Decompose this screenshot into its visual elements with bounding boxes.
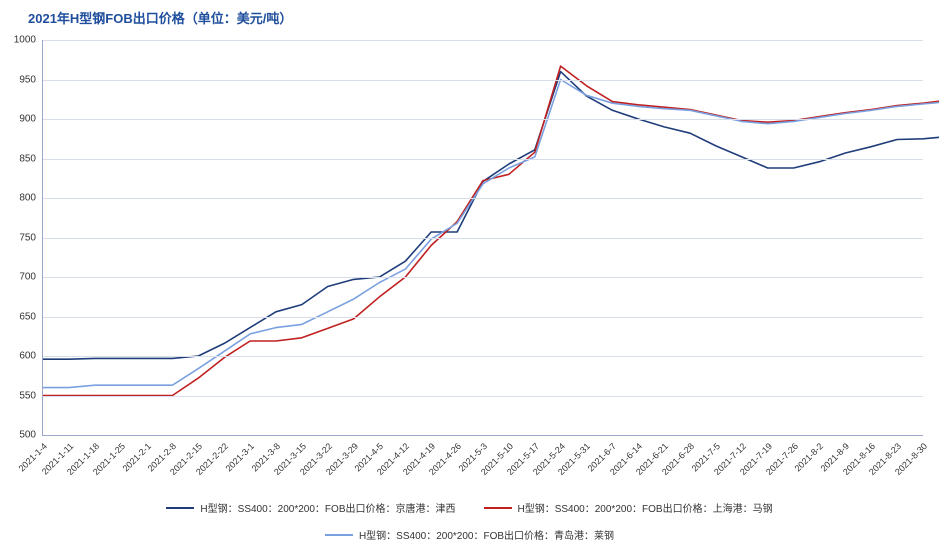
y-tick-label: 850 — [0, 153, 36, 164]
grid-line — [43, 396, 923, 397]
chart-title: 2021年H型钢FOB出口价格（单位：美元/吨） — [28, 8, 292, 27]
grid-line — [43, 317, 923, 318]
grid-line — [43, 356, 923, 357]
y-tick-label: 650 — [0, 311, 36, 322]
legend-swatch — [166, 507, 194, 509]
legend-item: H型钢：SS400：200*200：FOB出口价格：上海港：马钢 — [484, 500, 773, 515]
grid-line — [43, 80, 923, 81]
series-line — [43, 80, 939, 388]
plot-area — [42, 40, 923, 436]
grid-line — [43, 40, 923, 41]
y-tick-label: 750 — [0, 232, 36, 243]
y-tick-label: 950 — [0, 74, 36, 85]
grid-line — [43, 159, 923, 160]
legend-label: H型钢：SS400：200*200：FOB出口价格：上海港：马钢 — [518, 500, 773, 515]
grid-line — [43, 119, 923, 120]
legend: H型钢：SS400：200*200：FOB出口价格：京唐港：津西 H型钢：SS40… — [0, 500, 939, 542]
grid-line — [43, 198, 923, 199]
y-tick-label: 900 — [0, 114, 36, 125]
y-tick-label: 1000 — [0, 35, 36, 46]
y-tick-label: 500 — [0, 430, 36, 441]
y-tick-label: 600 — [0, 351, 36, 362]
y-tick-label: 550 — [0, 390, 36, 401]
series-line — [43, 66, 939, 395]
y-tick-label: 800 — [0, 193, 36, 204]
legend-label: H型钢：SS400：200*200：FOB出口价格：京唐港：津西 — [200, 500, 455, 515]
y-tick-label: 700 — [0, 272, 36, 283]
legend-swatch — [484, 507, 512, 509]
chart-container: 2021年H型钢FOB出口价格（单位：美元/吨） 500 550 600 650 700… — [0, 0, 939, 535]
legend-item: H型钢：SS400：200*200：FOB出口价格：京唐港：津西 — [166, 500, 455, 515]
grid-line — [43, 238, 923, 239]
grid-line — [43, 277, 923, 278]
